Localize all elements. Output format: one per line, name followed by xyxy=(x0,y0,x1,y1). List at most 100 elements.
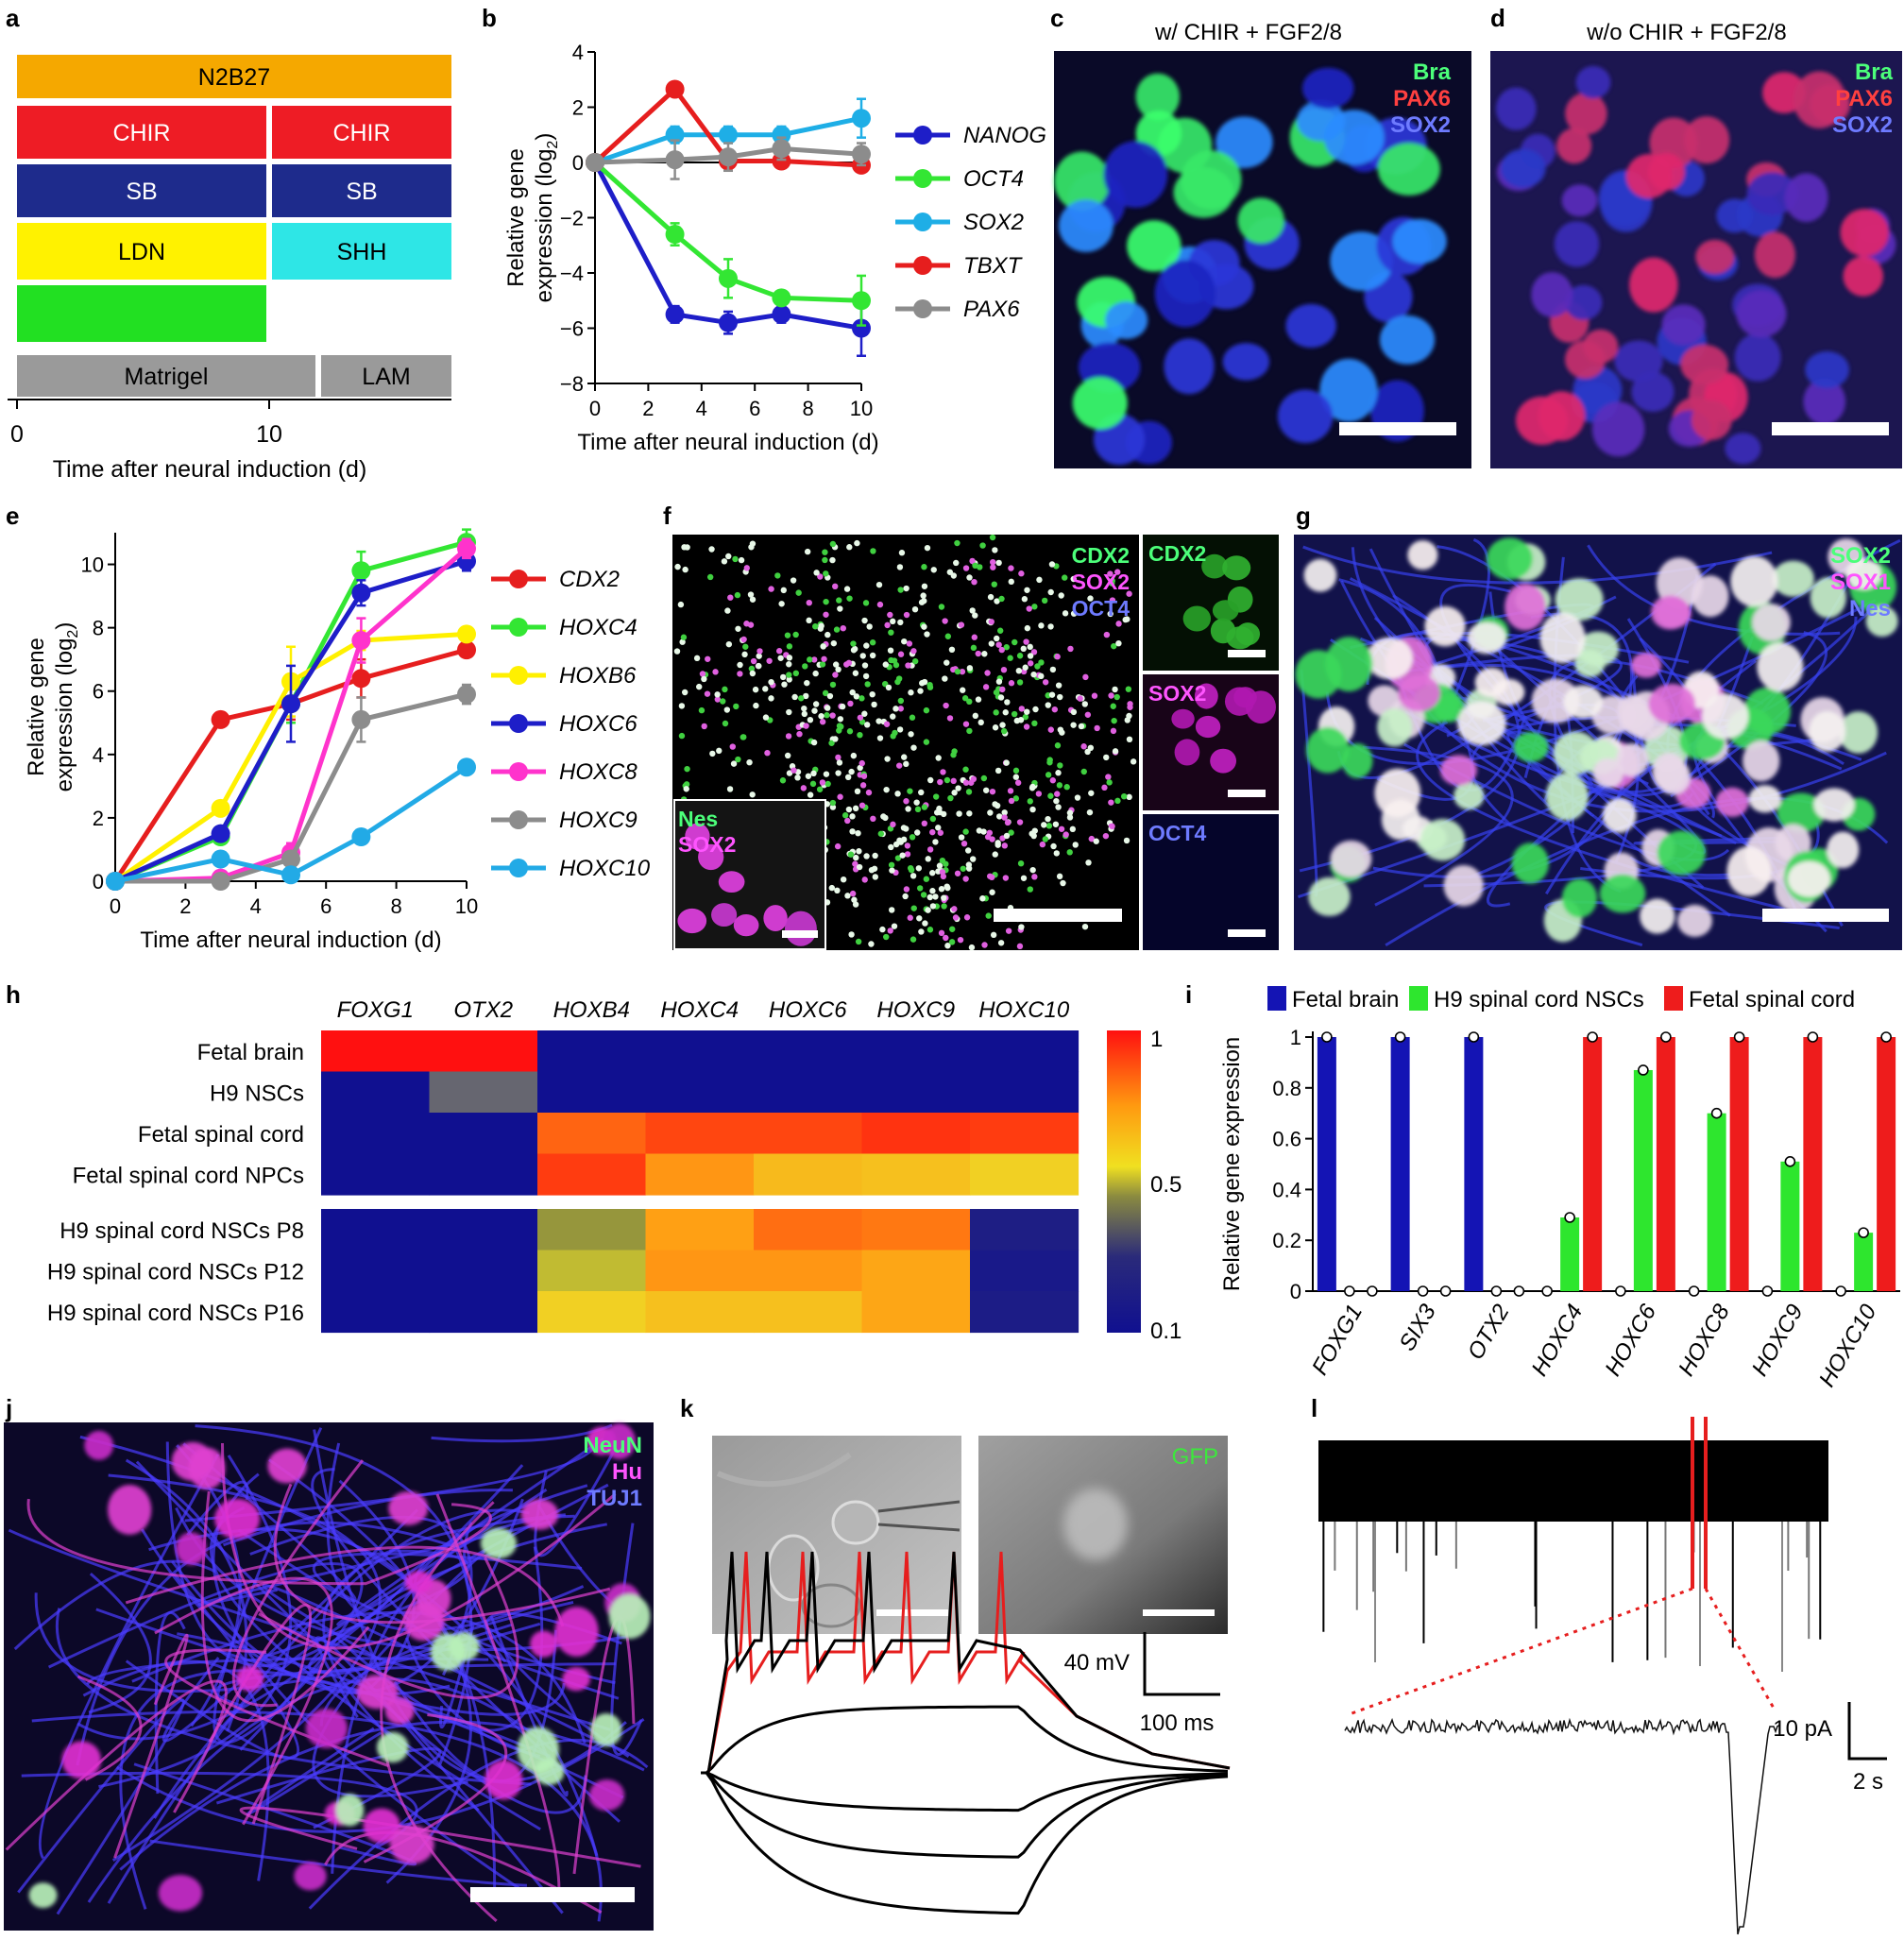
cell-speckle xyxy=(851,896,858,903)
cell-speckle xyxy=(990,931,997,939)
cell-nucleus xyxy=(176,1532,207,1565)
cell-speckle xyxy=(935,755,942,761)
cell-speckle xyxy=(941,894,947,901)
data-point xyxy=(772,139,791,159)
cell-speckle xyxy=(1072,842,1079,848)
cell-speckle xyxy=(907,914,913,921)
cell-speckle xyxy=(829,681,837,689)
cell-speckle xyxy=(985,912,992,919)
panel-g-micrograph: SOX2 SOX1 Nes xyxy=(1294,535,1902,950)
cell-speckle xyxy=(823,771,830,777)
cell-nucleus xyxy=(1556,128,1592,164)
cell-speckle xyxy=(1045,815,1051,823)
cell-speckle xyxy=(908,866,915,874)
cell-speckle xyxy=(994,802,1001,809)
cell-speckle xyxy=(850,647,858,654)
panel-k-electrophysiology: GFP 40 mV 100 ms xyxy=(701,1436,1231,1915)
cell-speckle xyxy=(1004,699,1011,706)
cell-speckle xyxy=(940,769,946,775)
panel-c-title: w/ CHIR + FGF2/8 xyxy=(1154,20,1342,45)
cell-speckle xyxy=(1002,709,1009,716)
heatmap-cell xyxy=(321,1291,431,1334)
data-point xyxy=(211,872,230,891)
panel-letter-k: k xyxy=(680,1394,694,1422)
cell-speckle xyxy=(892,706,899,712)
scale-bar-j xyxy=(470,1887,635,1902)
cell-nucleus xyxy=(1545,773,1589,821)
scale-bar-k1 xyxy=(876,1609,948,1616)
cell-speckle xyxy=(1127,704,1133,710)
cell-speckle xyxy=(847,700,854,707)
cell-speckle xyxy=(735,756,741,763)
cell-speckle xyxy=(950,777,957,785)
cell-nucleus xyxy=(1592,757,1624,789)
k-scale: 40 mV 100 ms xyxy=(1064,1632,1220,1736)
cell-speckle xyxy=(1123,837,1130,844)
cell-speckle xyxy=(756,653,762,659)
cell-speckle xyxy=(953,559,960,567)
data-point xyxy=(457,640,476,660)
cell-nucleus xyxy=(1730,555,1778,607)
y-tick-label: −4 xyxy=(560,262,584,285)
shh-label: SHH xyxy=(337,239,387,265)
cell-speckle xyxy=(944,943,951,949)
cell-nucleus xyxy=(1308,876,1351,917)
cell-speckle xyxy=(1023,723,1030,730)
cell-speckle xyxy=(803,723,809,729)
cell-speckle xyxy=(714,696,722,703)
data-point xyxy=(281,865,300,885)
x-tick-label: HOXC4 xyxy=(1527,1301,1589,1381)
cell-speckle xyxy=(921,820,927,827)
cell-speckle xyxy=(852,670,859,676)
cell-nucleus xyxy=(389,1825,434,1864)
cell-speckle xyxy=(774,572,781,579)
l-scale: 10 pA 2 s xyxy=(1773,1702,1887,1795)
cell-speckle xyxy=(804,548,811,555)
stain-j-neun: NeuN xyxy=(583,1433,642,1458)
stain-k-gfp: GFP xyxy=(1172,1444,1218,1470)
cell-speckle xyxy=(962,876,969,882)
cell-speckle xyxy=(1021,596,1028,603)
cell-speckle xyxy=(813,570,820,576)
cell-speckle xyxy=(819,779,826,786)
cell-speckle xyxy=(903,760,910,768)
fiber xyxy=(98,1455,293,1789)
cell-speckle xyxy=(733,703,740,710)
cell-speckle xyxy=(701,675,707,683)
heatmap-cell xyxy=(861,1030,971,1073)
fiber xyxy=(380,1501,498,1922)
cell-speckle xyxy=(748,665,756,672)
cell-speckle xyxy=(850,752,858,759)
cell-speckle xyxy=(895,762,903,769)
cell-speckle xyxy=(780,673,787,681)
cell-speckle xyxy=(847,851,855,858)
stain-f-inset-sox2: SOX2 xyxy=(678,832,736,857)
cell-speckle xyxy=(853,854,859,861)
cell-nucleus xyxy=(554,1607,599,1657)
cell-speckle xyxy=(842,812,849,819)
cell-speckle xyxy=(794,774,801,781)
cell-speckle xyxy=(812,701,820,707)
y-tick-label: 0 xyxy=(93,870,104,893)
cell-speckle xyxy=(749,670,756,677)
cell-speckle xyxy=(682,566,688,573)
cell-speckle xyxy=(810,739,818,746)
cell-speckle xyxy=(780,587,787,594)
cell-speckle xyxy=(888,907,895,913)
cell-speckle xyxy=(966,574,973,581)
cell-nucleus xyxy=(1374,768,1421,818)
cell-nucleus xyxy=(1366,637,1413,680)
cell-speckle xyxy=(861,710,868,717)
cell-nucleus xyxy=(1565,93,1607,135)
cell-speckle xyxy=(978,719,984,726)
legend-label: HOXC8 xyxy=(559,759,638,785)
cell-speckle xyxy=(905,806,911,812)
legend-label: Fetal brain xyxy=(1292,987,1399,1013)
cell-speckle xyxy=(884,756,891,762)
cell-speckle xyxy=(943,702,949,709)
heatmap-row-label: H9 NSCs xyxy=(210,1081,304,1107)
data-dot xyxy=(1733,1031,1745,1043)
cell-speckle xyxy=(1016,819,1024,825)
cell-speckle xyxy=(988,640,995,647)
cell-speckle xyxy=(942,618,948,624)
